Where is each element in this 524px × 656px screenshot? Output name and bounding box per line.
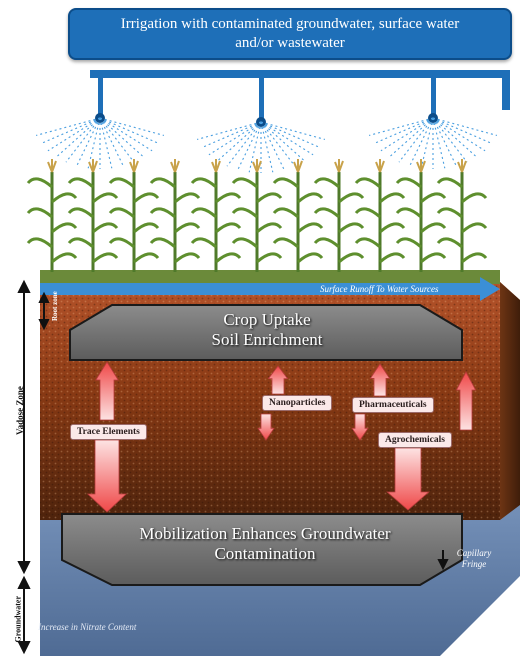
root-zone-label: Root zone (51, 291, 59, 321)
mobilization-box (61, 513, 463, 586)
title-line-2: and/or wastewater (235, 35, 345, 51)
tag-nanoparticles: Nanoparticles (262, 395, 333, 411)
vadose-zone-label: Vadose Zone (15, 386, 25, 435)
spray-stream (237, 121, 262, 171)
spray-stream (388, 117, 434, 158)
arrow-up-left (95, 361, 119, 421)
crop-plant (231, 159, 283, 272)
mobilization-line-1: Mobilization Enhances Groundwater (139, 524, 391, 543)
spray-stream (76, 117, 101, 167)
crop-uptake-box (69, 304, 463, 361)
crop-uptake-text: Crop Uptake Soil Enrichment (112, 310, 422, 350)
groundwater-label: Groundwater (13, 595, 23, 643)
mobilization-line-2: Contamination (214, 544, 316, 563)
spray-stream (248, 121, 262, 173)
crop-row (26, 159, 488, 272)
spray-stream (260, 121, 321, 149)
spray-stream (226, 121, 262, 167)
irrigation-pipes (90, 70, 510, 127)
spray-stream (87, 117, 101, 169)
spray-stream (432, 117, 486, 152)
capillary-line-2: Fringe (461, 559, 487, 569)
spray-stream (99, 117, 165, 136)
crop-plant (108, 159, 160, 272)
spray-stream (55, 117, 101, 158)
surface-runoff-label: Surface Runoff To Water Sources (320, 284, 439, 294)
spray-stream (99, 117, 124, 167)
title-line-1: Irrigation with contaminated groundwater… (120, 16, 460, 32)
arrow-up-nanoparticles (267, 365, 289, 395)
spray-stream (201, 121, 262, 149)
spray-stream (99, 117, 113, 169)
arrow-down-agrochemicals (386, 447, 430, 511)
spray-stream (420, 117, 434, 169)
title-banner: Irrigation with contaminated groundwater… (68, 8, 512, 60)
spray-stream (99, 117, 145, 158)
spray-stream (260, 121, 285, 171)
crop-plant (354, 159, 406, 272)
spray-stream (398, 117, 434, 163)
spray-stream (40, 117, 101, 145)
arrow-down-left (86, 439, 128, 513)
spray-stream (260, 121, 326, 140)
tag-agrochemicals: Agrochemicals (378, 432, 452, 448)
spray-stream (216, 121, 262, 162)
crop-plant (436, 159, 488, 272)
spray-stream (99, 117, 153, 152)
spray-stream (99, 117, 160, 145)
spray-stream (260, 121, 314, 156)
tag-pharmaceuticals: Pharmaceuticals (352, 397, 434, 413)
spray-stream (373, 117, 434, 145)
spray-stream (208, 121, 262, 156)
spray-stream (35, 117, 101, 136)
water-spray (35, 117, 498, 173)
spray-stream (432, 117, 478, 158)
mobilization-text: Mobilization Enhances Groundwater Contam… (70, 524, 460, 564)
spray-stream (196, 121, 262, 140)
capillary-fringe-label: Capillary Fringe (452, 548, 496, 570)
spray-stream (432, 117, 498, 136)
crop-uptake-line-1: Crop Uptake (223, 310, 311, 329)
capillary-line-1: Capillary (456, 548, 492, 558)
nitrate-label: Increase in Nitrate Content (38, 622, 137, 632)
crop-plant (313, 159, 365, 272)
crop-plant (395, 159, 447, 272)
arrow-up-pharmaceuticals (369, 363, 391, 397)
spray-stream (380, 117, 434, 152)
spray-stream (432, 117, 468, 163)
arrow-up-agrochemicals (455, 371, 477, 431)
zone-markers (17, 279, 449, 655)
spray-stream (260, 121, 274, 173)
spray-stream (432, 117, 446, 169)
crop-plant (190, 159, 242, 272)
arrow-down-pharmaceuticals (351, 413, 369, 441)
spray-stream (260, 121, 296, 167)
spray-stream (47, 117, 101, 152)
spray-stream (432, 117, 493, 145)
spray-stream (368, 117, 434, 136)
spray-stream (432, 117, 457, 167)
crop-plant (67, 159, 119, 272)
spray-stream (409, 117, 434, 167)
spray-stream (260, 121, 306, 162)
crop-plant (26, 159, 78, 272)
crop-uptake-line-2: Soil Enrichment (211, 330, 323, 349)
tag-trace-elements: Trace Elements (70, 424, 147, 440)
spray-stream (99, 117, 135, 163)
crop-plant (149, 159, 201, 272)
arrow-down-nanoparticles (257, 413, 275, 441)
crop-plant (272, 159, 324, 272)
spray-stream (65, 117, 101, 163)
contaminant-arrows (86, 361, 477, 513)
